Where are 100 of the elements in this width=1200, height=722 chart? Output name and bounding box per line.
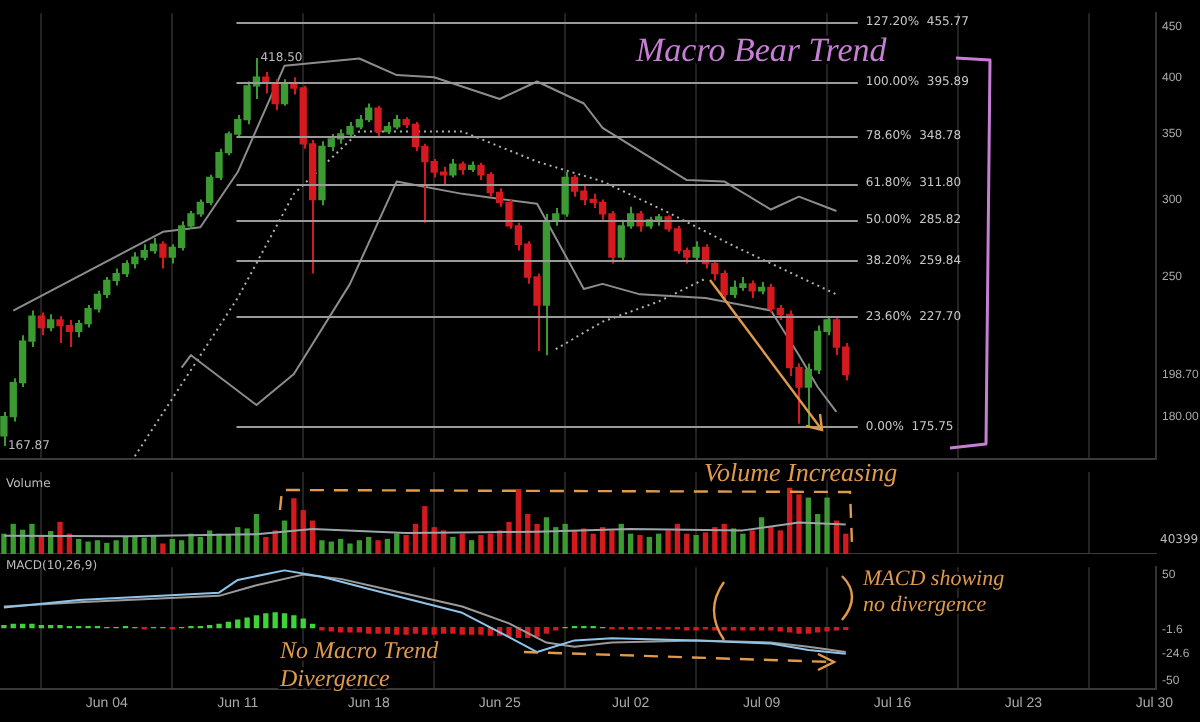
annotation: Macro Bear Trend (634, 30, 888, 69)
bar (328, 541, 334, 554)
bar (768, 527, 774, 554)
bar (1, 533, 7, 554)
bar (627, 533, 634, 554)
bar (581, 528, 587, 554)
bar (534, 523, 540, 554)
bar (216, 623, 222, 629)
candlestick (636, 209, 644, 233)
bar (366, 536, 372, 554)
bar (487, 533, 493, 554)
bar (796, 494, 802, 554)
bar (216, 533, 222, 554)
bar (534, 627, 540, 637)
annotation: No Macro Trend Divergence (278, 636, 441, 693)
bar (440, 627, 447, 634)
bar (515, 489, 522, 554)
bar (422, 627, 428, 635)
bar (366, 627, 372, 634)
bar (384, 538, 391, 554)
bar (422, 506, 428, 554)
bar (291, 498, 297, 554)
bar (637, 534, 643, 554)
bar (403, 627, 409, 635)
bar (824, 497, 830, 554)
bar (646, 536, 652, 554)
bar (468, 540, 475, 554)
bar (721, 523, 727, 554)
bar (412, 627, 419, 634)
bar (403, 534, 409, 554)
bar (132, 535, 138, 554)
annotation: Volume Increasing (704, 456, 899, 487)
bar (122, 536, 129, 554)
bar (749, 530, 755, 554)
bar (104, 542, 110, 554)
bar (281, 613, 288, 629)
bar (57, 521, 63, 554)
bar (459, 533, 465, 554)
bar (468, 627, 475, 635)
bar (786, 627, 793, 633)
bar (805, 627, 811, 634)
bar (337, 627, 344, 633)
bar (459, 627, 465, 635)
bar (693, 534, 699, 554)
candlestick (37, 311, 45, 337)
bar (384, 627, 391, 634)
bar (478, 534, 484, 554)
candlestick (692, 240, 700, 262)
bar (394, 627, 400, 635)
bar (76, 538, 82, 554)
bar (758, 517, 765, 554)
bar (590, 533, 596, 554)
bar (562, 523, 568, 554)
bar (300, 510, 306, 554)
bar (160, 543, 166, 554)
bar (94, 540, 101, 554)
bar (272, 612, 278, 629)
bar (394, 533, 400, 554)
candlestick (439, 165, 448, 187)
bar (506, 521, 512, 554)
candlestick (159, 240, 167, 270)
bar (375, 627, 381, 634)
bar (450, 627, 456, 634)
bar (375, 540, 381, 554)
bar (253, 615, 260, 629)
bar (347, 627, 353, 633)
bar (319, 540, 325, 554)
bar (702, 532, 709, 554)
bar (347, 543, 353, 554)
candlestick (449, 157, 457, 179)
bar (815, 627, 821, 633)
bar (188, 533, 194, 554)
bar (337, 538, 344, 554)
bar (843, 533, 849, 554)
bar (684, 533, 690, 554)
bar (450, 536, 456, 554)
candlestick (374, 104, 382, 138)
bar (656, 533, 662, 554)
bar (356, 540, 363, 554)
bar (805, 497, 811, 554)
bar (786, 487, 793, 554)
bar (543, 627, 550, 634)
bar (431, 627, 437, 635)
bar (796, 627, 802, 634)
bar (478, 627, 484, 635)
bar (244, 617, 250, 629)
bar (169, 538, 175, 554)
bar (506, 627, 512, 637)
bar (178, 540, 185, 554)
bar (197, 536, 203, 554)
bar (665, 530, 671, 554)
bar (263, 613, 269, 629)
bar (777, 530, 783, 554)
bar (29, 523, 35, 554)
bar (244, 528, 250, 554)
bar (609, 530, 615, 554)
bar (85, 541, 91, 554)
bar (291, 615, 297, 629)
bar (543, 517, 550, 554)
bar (740, 533, 746, 554)
